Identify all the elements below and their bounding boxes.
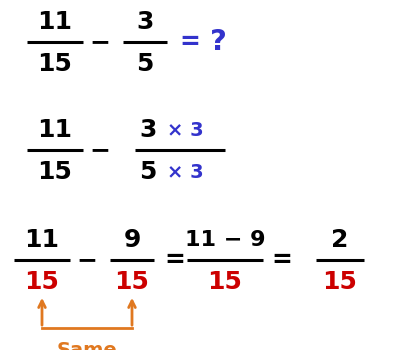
Text: =: = — [272, 248, 292, 272]
Text: 11: 11 — [38, 118, 72, 142]
Text: 3: 3 — [136, 10, 154, 34]
Text: × 3: × 3 — [167, 120, 203, 140]
Text: 15: 15 — [114, 270, 150, 294]
Text: 15: 15 — [38, 160, 72, 184]
Text: 15: 15 — [322, 270, 358, 294]
Text: −: − — [76, 248, 98, 272]
Text: 15: 15 — [38, 52, 72, 76]
Text: 5: 5 — [136, 52, 154, 76]
Text: × 3: × 3 — [167, 162, 203, 182]
Text: 11 − 9: 11 − 9 — [185, 230, 265, 250]
Text: 9: 9 — [123, 228, 141, 252]
Text: 2: 2 — [331, 228, 349, 252]
Text: 5: 5 — [139, 160, 157, 184]
Text: 11: 11 — [24, 228, 60, 252]
Text: 11: 11 — [38, 10, 72, 34]
Text: =: = — [164, 248, 186, 272]
Text: 15: 15 — [24, 270, 60, 294]
Text: −: − — [90, 138, 110, 162]
Text: 3: 3 — [139, 118, 157, 142]
Text: =: = — [180, 30, 200, 54]
Text: Same: Same — [57, 341, 117, 350]
Text: −: − — [90, 30, 110, 54]
Text: 15: 15 — [208, 270, 242, 294]
Text: ?: ? — [210, 28, 226, 56]
